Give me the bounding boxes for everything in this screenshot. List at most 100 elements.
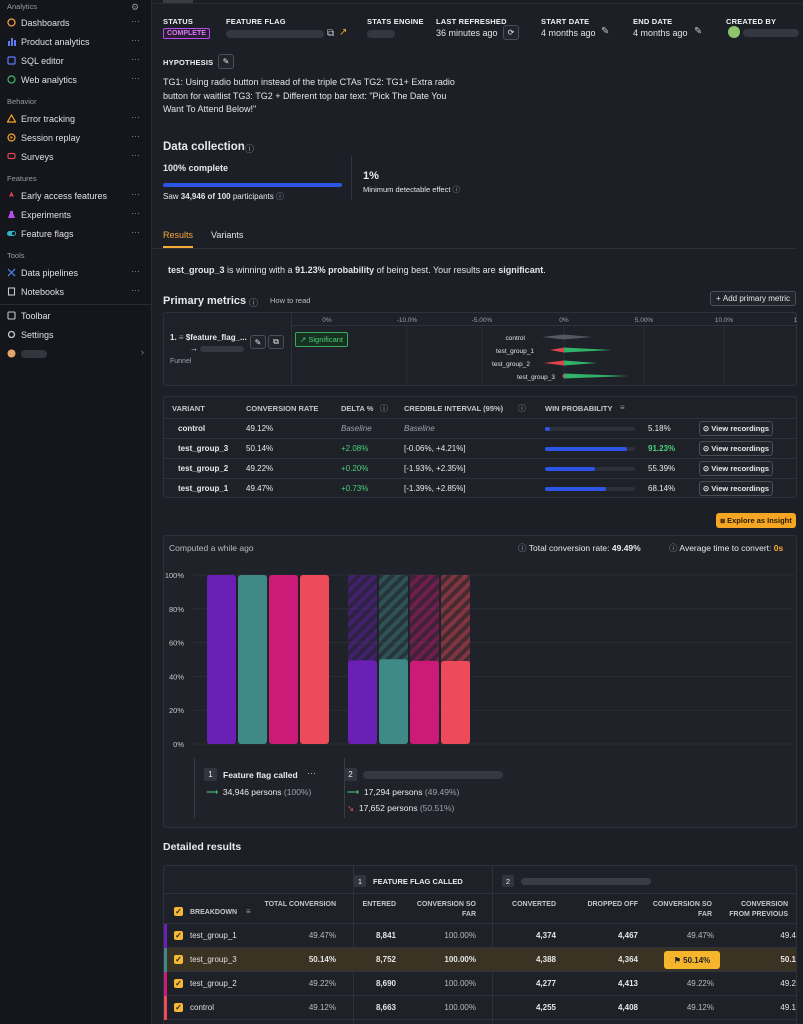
win-probability-bar (545, 467, 635, 471)
step1-number: 1 (204, 768, 217, 781)
variant-name: control (178, 424, 206, 433)
row-checkbox[interactable]: ✓ (174, 955, 183, 964)
primary-metric-panel: 1. ≡ $feature_flag_... → Funnel ✎ ⧉ ↗ Si… (163, 312, 797, 386)
edit-start-icon[interactable]: ✎ (601, 26, 610, 37)
sidebar-item-notebooks[interactable]: Notebooks ··· (0, 282, 152, 301)
info-icon: ⓘ (452, 185, 461, 194)
step2-label-redacted (363, 771, 503, 779)
add-primary-metric-button[interactable]: + Add primary metric (710, 291, 796, 306)
edit-hypothesis-button[interactable]: ✎ (218, 54, 234, 69)
view-recordings-button[interactable]: ⊙ View recordings (699, 421, 773, 436)
y-tick-label: 20% (169, 706, 184, 715)
feature-flag-label: FEATURE FLAG (226, 17, 286, 26)
significant-badge: ↗ Significant (295, 332, 348, 347)
sidebar-item-data-pipelines[interactable]: Data pipelines ··· (0, 263, 152, 282)
bar-test_group_2[interactable] (410, 660, 439, 744)
sort-icon[interactable]: ≡ (620, 403, 625, 412)
cell-conv2: 49.47% (686, 931, 714, 940)
sidebar-item-early-access[interactable]: Early access features ··· (0, 186, 152, 205)
created-by-label: CREATED BY (726, 17, 777, 26)
cell-conv2: 49.22% (686, 979, 714, 988)
column-header: VARIANT (172, 404, 205, 413)
tab-results[interactable]: Results (163, 230, 194, 240)
flag-icon: ⚑ (673, 955, 684, 965)
view-recordings-button[interactable]: ⊙ View recordings (699, 441, 773, 456)
sidebar-user[interactable]: › (0, 344, 152, 363)
step1-label: Feature flag called (223, 770, 298, 780)
cell-total: 49.12% (308, 1003, 336, 1012)
more-icon[interactable]: ··· (307, 768, 316, 778)
toggle-icon (7, 229, 16, 238)
bar-test_group_1[interactable] (348, 660, 377, 744)
row-checkbox[interactable]: ✓ (174, 931, 183, 940)
creator-name-redacted (743, 29, 799, 37)
bar-control[interactable] (441, 660, 470, 744)
select-all-checkbox[interactable]: ✓ (174, 907, 183, 916)
bar-test_group_2[interactable] (269, 575, 298, 744)
column-header: ENTERED (362, 901, 396, 908)
sort-icon[interactable]: ≡ (246, 907, 251, 916)
bar-test_group_1[interactable] (207, 575, 236, 744)
axis-tick: 10.0% (715, 317, 734, 324)
sidebar-item-web-analytics[interactable]: Web analytics ··· (0, 70, 152, 89)
step1-persons: ⟶ 34,946 persons (100%) (206, 787, 312, 797)
step-header-row (164, 866, 796, 894)
view-recordings-button[interactable]: ⊙ View recordings (699, 481, 773, 496)
cell-conv1: 100.00% (444, 955, 476, 964)
sidebar-item-toolbar[interactable]: Toolbar (0, 306, 152, 325)
column-header: WIN PROBABILITY (545, 404, 613, 413)
refresh-button[interactable]: ⟳ (503, 25, 519, 40)
column-header: DELTA % (341, 404, 374, 413)
row-checkbox[interactable]: ✓ (174, 1003, 183, 1012)
gear-icon[interactable]: ⚙ (131, 2, 140, 12)
row-checkbox[interactable]: ✓ (174, 979, 183, 988)
chat-icon (7, 152, 16, 161)
bar-control[interactable] (300, 575, 329, 744)
copy-icon[interactable]: ⧉ (327, 28, 335, 39)
sidebar-item-settings[interactable]: Settings (0, 325, 152, 344)
sidebar-item-error-tracking[interactable]: Error tracking ··· (0, 109, 152, 128)
cell-conv1: 100.00% (444, 1003, 476, 1012)
bar-test_group_3[interactable] (238, 575, 267, 744)
table-row: ✓ test_group_2 49.22% 8,690 100.00% 4,277 4,41… (164, 972, 796, 996)
ci-row-label: test_group_1 (496, 348, 534, 355)
cell-conv2: 49.12% (686, 1003, 714, 1012)
view-recordings-button[interactable]: ⊙ View recordings (699, 461, 773, 476)
insight-icon: ⧈ (720, 515, 728, 525)
y-tick-label: 40% (169, 672, 184, 681)
rocket-icon (7, 191, 16, 200)
sidebar-item-product-analytics[interactable]: Product analytics ··· (0, 32, 152, 51)
axis-tick: 0% (322, 317, 332, 324)
main-content: STATUS COMPLETE FEATURE FLAG ⧉ ↗ STATS E… (153, 0, 803, 1024)
conversion-rate: 49.22% (246, 464, 274, 473)
sidebar-item-label: Error tracking (21, 113, 76, 124)
sidebar-item-sql-editor[interactable]: SQL editor ··· (0, 51, 152, 70)
sidebar-item-session-replay[interactable]: Session replay ··· (0, 128, 152, 147)
open-link-icon[interactable]: ↗ (339, 27, 348, 38)
cell-converted: 4,277 (535, 979, 556, 988)
credible-interval: [-1.93%, +2.35%] (404, 464, 466, 473)
cell-conv2: ⚑ 50.14% (664, 951, 720, 969)
variants-table: VARIANT CONVERSION RATE DELTA % CREDIBLE IN… (163, 396, 797, 498)
explore-as-insight-button[interactable]: ⧈ Explore as Insight (716, 513, 796, 528)
sidebar-item-dashboards[interactable]: Dashboards ··· (0, 13, 152, 32)
sidebar-item-surveys[interactable]: Surveys ··· (0, 147, 152, 166)
breakdown-name: test_group_1 (190, 931, 237, 940)
credible-interval: [-1.39%, +2.85%] (404, 484, 466, 493)
ci-row-label: test_group_3 (517, 374, 555, 381)
edit-metric-button[interactable]: ✎ (250, 335, 266, 349)
replay-icon: ⊙ (702, 464, 712, 473)
sidebar-item-experiments[interactable]: Experiments ··· (0, 205, 152, 224)
computed-text: Computed a while ago (169, 543, 254, 553)
how-to-read-link[interactable]: How to read (270, 296, 311, 305)
sidebar-item-label: Feature flags (21, 228, 74, 239)
column-header: CONVERSION SO FAR (652, 901, 712, 918)
duplicate-metric-button[interactable]: ⧉ (268, 335, 284, 349)
bar-test_group_3[interactable] (379, 659, 408, 744)
last-refreshed-label: LAST REFRESHED (436, 17, 507, 26)
sidebar-item-feature-flags[interactable]: Feature flags ··· (0, 224, 152, 243)
breakdown-name: test_group_3 (190, 955, 237, 964)
sidebar-item-label: Early access features (21, 190, 108, 201)
edit-end-icon[interactable]: ✎ (694, 26, 703, 37)
tab-variants[interactable]: Variants (211, 230, 244, 240)
